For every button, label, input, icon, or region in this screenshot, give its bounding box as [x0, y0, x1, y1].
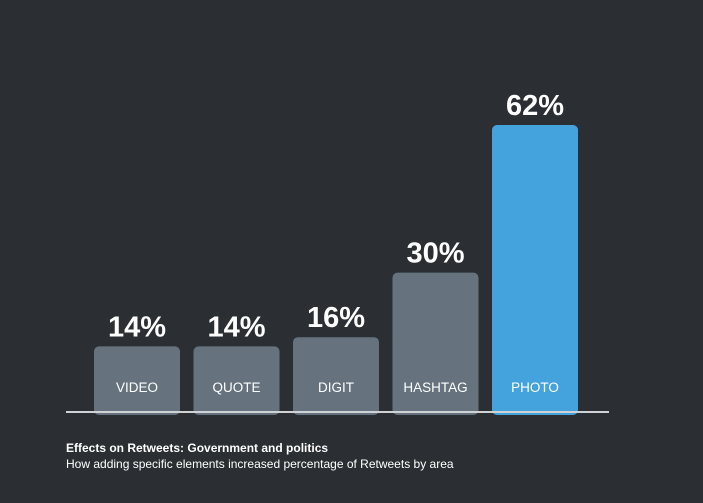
bar-hashtag: [392, 272, 479, 415]
bar-value-label-video: 14%: [108, 311, 166, 343]
bar-value-label-hashtag: 30%: [406, 238, 464, 270]
bar-category-label-digit: DIGIT: [318, 380, 354, 395]
bar-category-label-video: VIDEO: [116, 380, 158, 395]
x-axis-baseline: [66, 411, 609, 413]
chart-subtitle: How adding specific elements increased p…: [66, 457, 454, 471]
bar-value-label-digit: 16%: [307, 302, 365, 334]
bar-category-label-hashtag: HASHTAG: [403, 380, 467, 395]
bar-video: [94, 346, 180, 415]
bar-value-label-photo: 62%: [506, 90, 564, 122]
chart-title: Effects on Retweets: Government and poli…: [66, 441, 329, 455]
bar-digit: [293, 337, 379, 415]
bar-value-label-quote: 14%: [207, 311, 265, 343]
bar-quote: [193, 346, 280, 415]
chart-caption: Effects on Retweets: Government and poli…: [66, 440, 454, 472]
bar-category-label-photo: PHOTO: [511, 380, 559, 395]
bar-category-label-quote: QUOTE: [212, 380, 260, 395]
bar-photo: [492, 125, 578, 415]
